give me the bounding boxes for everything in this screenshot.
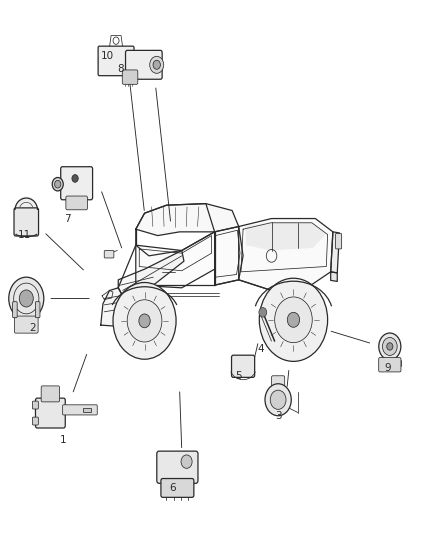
Circle shape [55,180,61,188]
Circle shape [9,277,44,320]
Circle shape [287,312,300,327]
Circle shape [150,56,164,74]
FancyBboxPatch shape [232,355,254,377]
Circle shape [153,60,160,69]
Polygon shape [159,454,196,481]
Text: 1: 1 [60,435,67,445]
FancyBboxPatch shape [104,251,114,258]
Polygon shape [99,48,133,74]
Circle shape [127,300,162,342]
Circle shape [265,384,291,416]
Polygon shape [245,222,326,251]
Polygon shape [331,272,337,281]
FancyBboxPatch shape [32,401,39,409]
Text: 6: 6 [170,483,177,492]
Polygon shape [101,288,123,326]
Wedge shape [15,196,38,210]
Circle shape [379,333,401,360]
FancyBboxPatch shape [13,302,17,318]
Polygon shape [127,53,160,77]
Polygon shape [63,169,91,198]
Polygon shape [136,204,239,236]
FancyBboxPatch shape [379,358,401,372]
FancyBboxPatch shape [336,233,342,249]
FancyBboxPatch shape [272,376,285,408]
FancyBboxPatch shape [41,386,60,402]
Circle shape [181,455,192,469]
FancyBboxPatch shape [161,479,194,497]
Text: 8: 8 [117,64,124,74]
FancyBboxPatch shape [35,398,65,428]
Text: 11: 11 [18,230,31,239]
Text: 2: 2 [29,323,36,333]
Polygon shape [37,400,64,426]
FancyBboxPatch shape [61,167,92,200]
Polygon shape [118,251,184,296]
FancyBboxPatch shape [32,417,39,425]
Text: 5: 5 [235,371,242,381]
Circle shape [259,308,267,317]
Circle shape [259,278,328,361]
Circle shape [382,337,397,356]
FancyBboxPatch shape [14,208,39,236]
Circle shape [270,390,286,409]
FancyBboxPatch shape [157,451,198,483]
Text: 10: 10 [101,51,114,61]
Polygon shape [233,357,253,375]
FancyBboxPatch shape [98,46,134,76]
FancyBboxPatch shape [14,316,38,333]
Text: 7: 7 [64,214,71,223]
FancyBboxPatch shape [35,302,40,318]
Text: 9: 9 [384,363,391,373]
Circle shape [52,177,63,191]
Circle shape [113,282,176,359]
FancyBboxPatch shape [126,51,162,79]
Circle shape [275,297,312,343]
Circle shape [72,175,78,182]
Circle shape [387,343,393,350]
Text: 4: 4 [257,344,264,354]
Circle shape [19,290,33,307]
FancyBboxPatch shape [122,70,138,84]
Polygon shape [331,232,339,273]
FancyBboxPatch shape [66,196,88,210]
Bar [83,408,91,413]
Circle shape [139,314,150,328]
FancyBboxPatch shape [63,405,97,415]
Text: 3: 3 [275,411,282,421]
